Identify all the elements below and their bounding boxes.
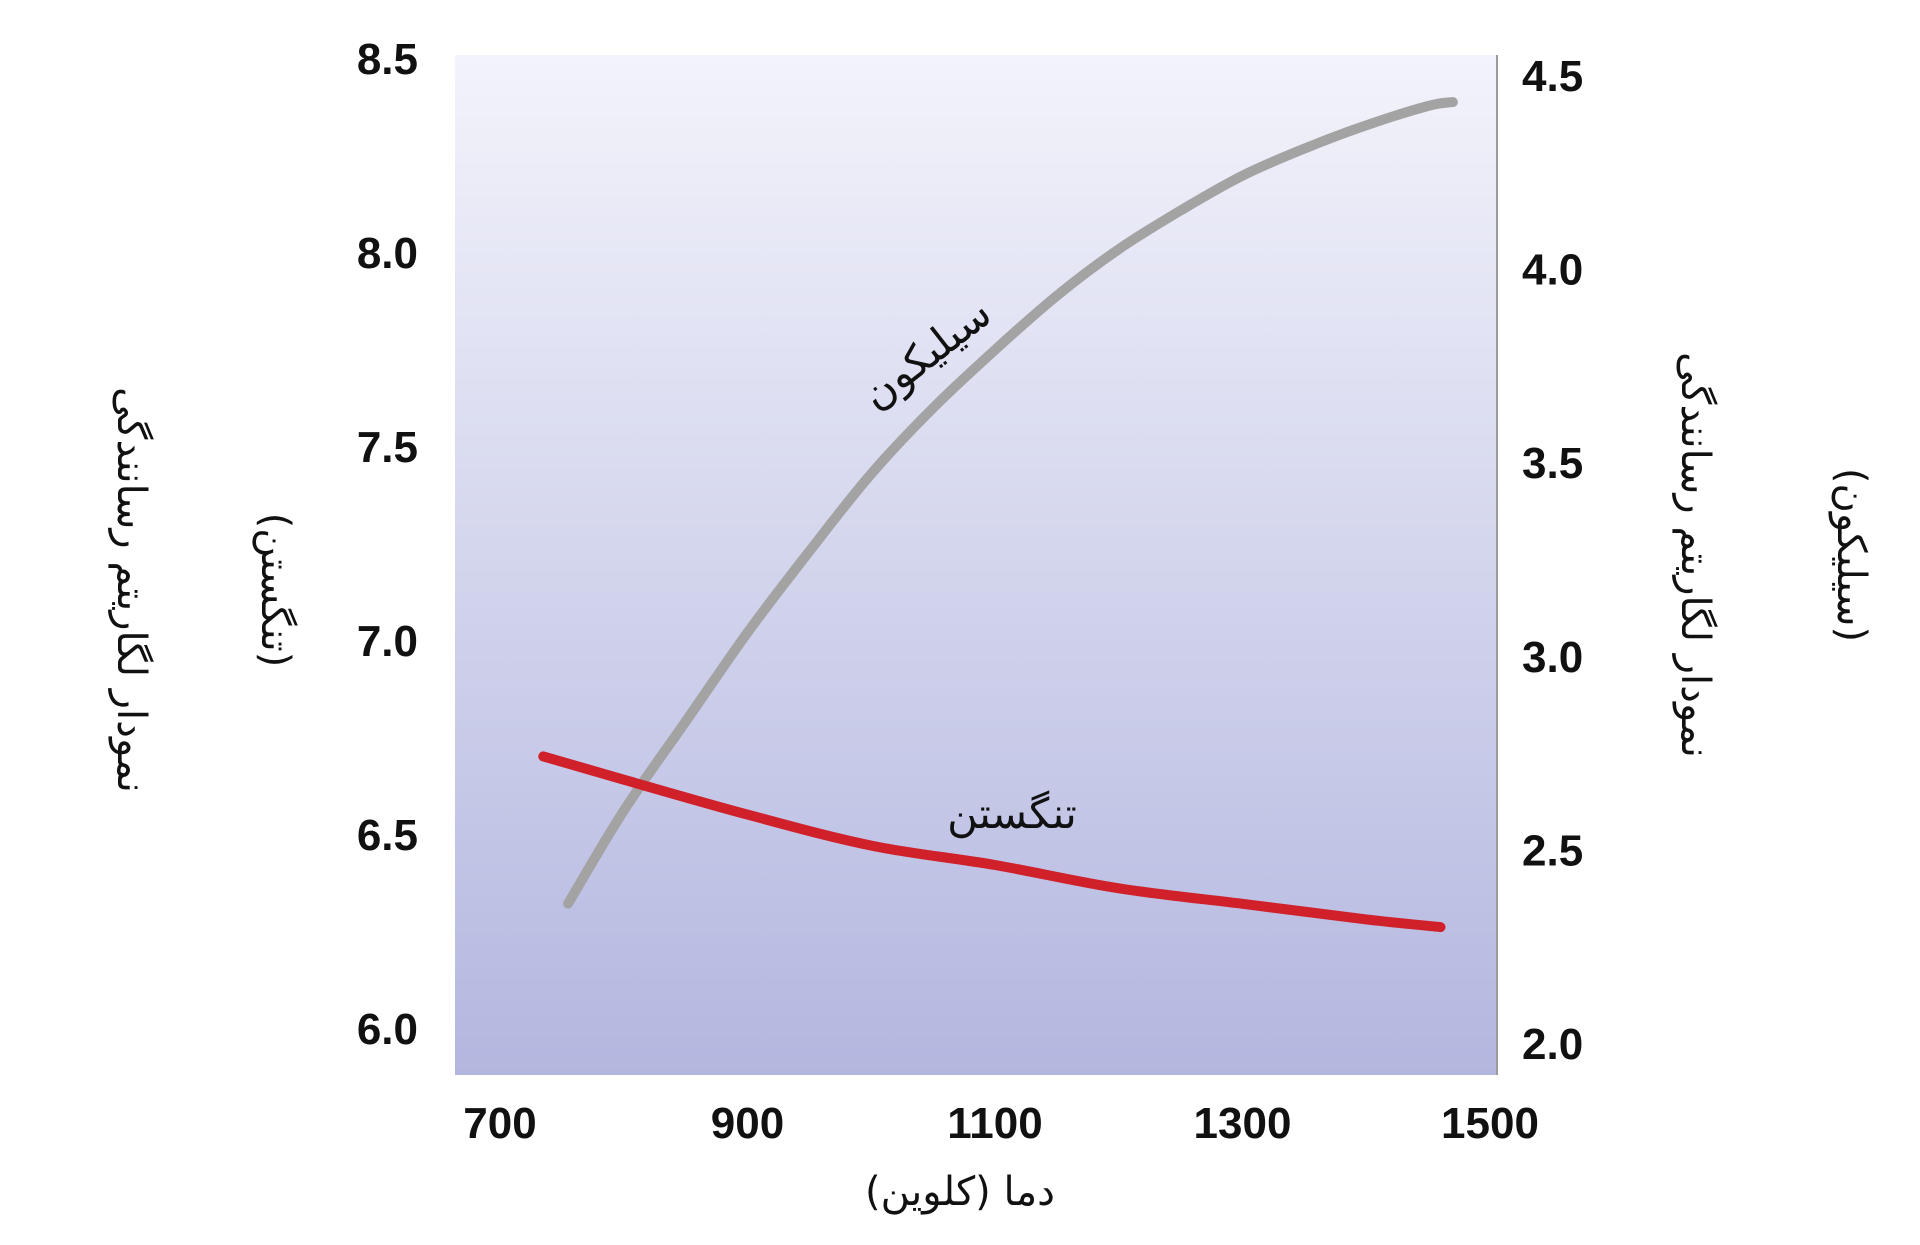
y-right-tick-label: 4.5 xyxy=(1522,52,1583,101)
y-right-axis-label: نمودار لگاریتم رسانندگی xyxy=(1672,352,1718,758)
series-line-tungsten xyxy=(538,751,1446,933)
y-right-tick-label: 2.5 xyxy=(1522,826,1583,875)
x-axis-label: دما (کلوین) xyxy=(865,1169,1055,1215)
x-tick-label: 700 xyxy=(463,1099,536,1148)
x-tick-labels: 700 900 1100 1300 1500 xyxy=(463,1099,1539,1148)
y-left-tick-label: 6.5 xyxy=(357,811,418,860)
x-tick-label: 900 xyxy=(711,1099,784,1148)
x-tick-label: 1300 xyxy=(1194,1099,1292,1148)
y-left-axis-label: نمودار لگاریتم رسانندگی xyxy=(108,387,154,793)
y-left-tick-label: 8.5 xyxy=(357,35,418,84)
series-line-silicon xyxy=(563,97,1458,909)
y-left-tick-label: 8.0 xyxy=(357,229,418,278)
x-tick-label: 1500 xyxy=(1441,1099,1539,1148)
y-left-tick-label: 7.5 xyxy=(357,423,418,472)
y-right-tick-label: 3.0 xyxy=(1522,633,1583,682)
y-right-tick-labels: 2.0 2.5 3.0 3.5 4.0 4.5 xyxy=(1522,52,1583,1069)
y-left-tick-label: 6.0 xyxy=(357,1005,418,1054)
y-left-axis-sublabel: (تنگستن) xyxy=(252,513,298,668)
y-left-tick-labels: 6.0 6.5 7.0 7.5 8.0 8.5 xyxy=(357,35,418,1054)
plot-area xyxy=(455,55,1497,1075)
y-right-tick-label: 3.5 xyxy=(1522,439,1583,488)
y-right-tick-label: 4.0 xyxy=(1522,246,1583,295)
y-left-tick-label: 7.0 xyxy=(357,617,418,666)
y-right-axis-sublabel: (سیلیکون) xyxy=(1828,468,1874,642)
y-right-tick-label: 2.0 xyxy=(1522,1020,1583,1069)
x-tick-label: 1100 xyxy=(947,1099,1042,1148)
series-label-tungsten: تنگستن xyxy=(947,789,1077,838)
